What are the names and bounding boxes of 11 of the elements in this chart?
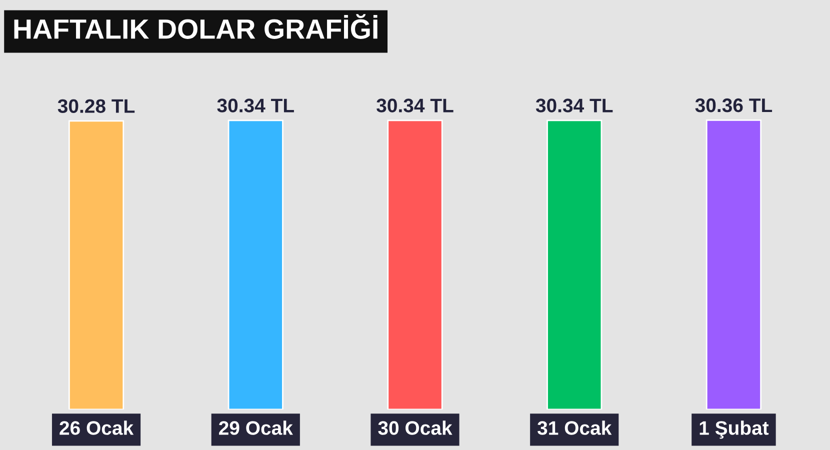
- x-tick-label: 26 Ocak: [60, 420, 134, 435]
- x-tick-label: 1 Şubat: [700, 420, 769, 439]
- x-tick-label: 29 Ocak: [219, 420, 293, 435]
- x-tick-label: 31 Ocak: [538, 420, 612, 435]
- data-label: 30.36 TL: [695, 98, 772, 112]
- data-label: 30.34 TL: [217, 98, 294, 112]
- x-tick-label: 30 Ocak: [378, 420, 452, 435]
- chart-title: HAFTALIK DOLAR GRAFİĞİ: [14, 14, 378, 39]
- data-label: 30.34 TL: [536, 98, 613, 112]
- data-label: 30.34 TL: [376, 98, 454, 112]
- data-label: 30.28 TL: [58, 99, 135, 113]
